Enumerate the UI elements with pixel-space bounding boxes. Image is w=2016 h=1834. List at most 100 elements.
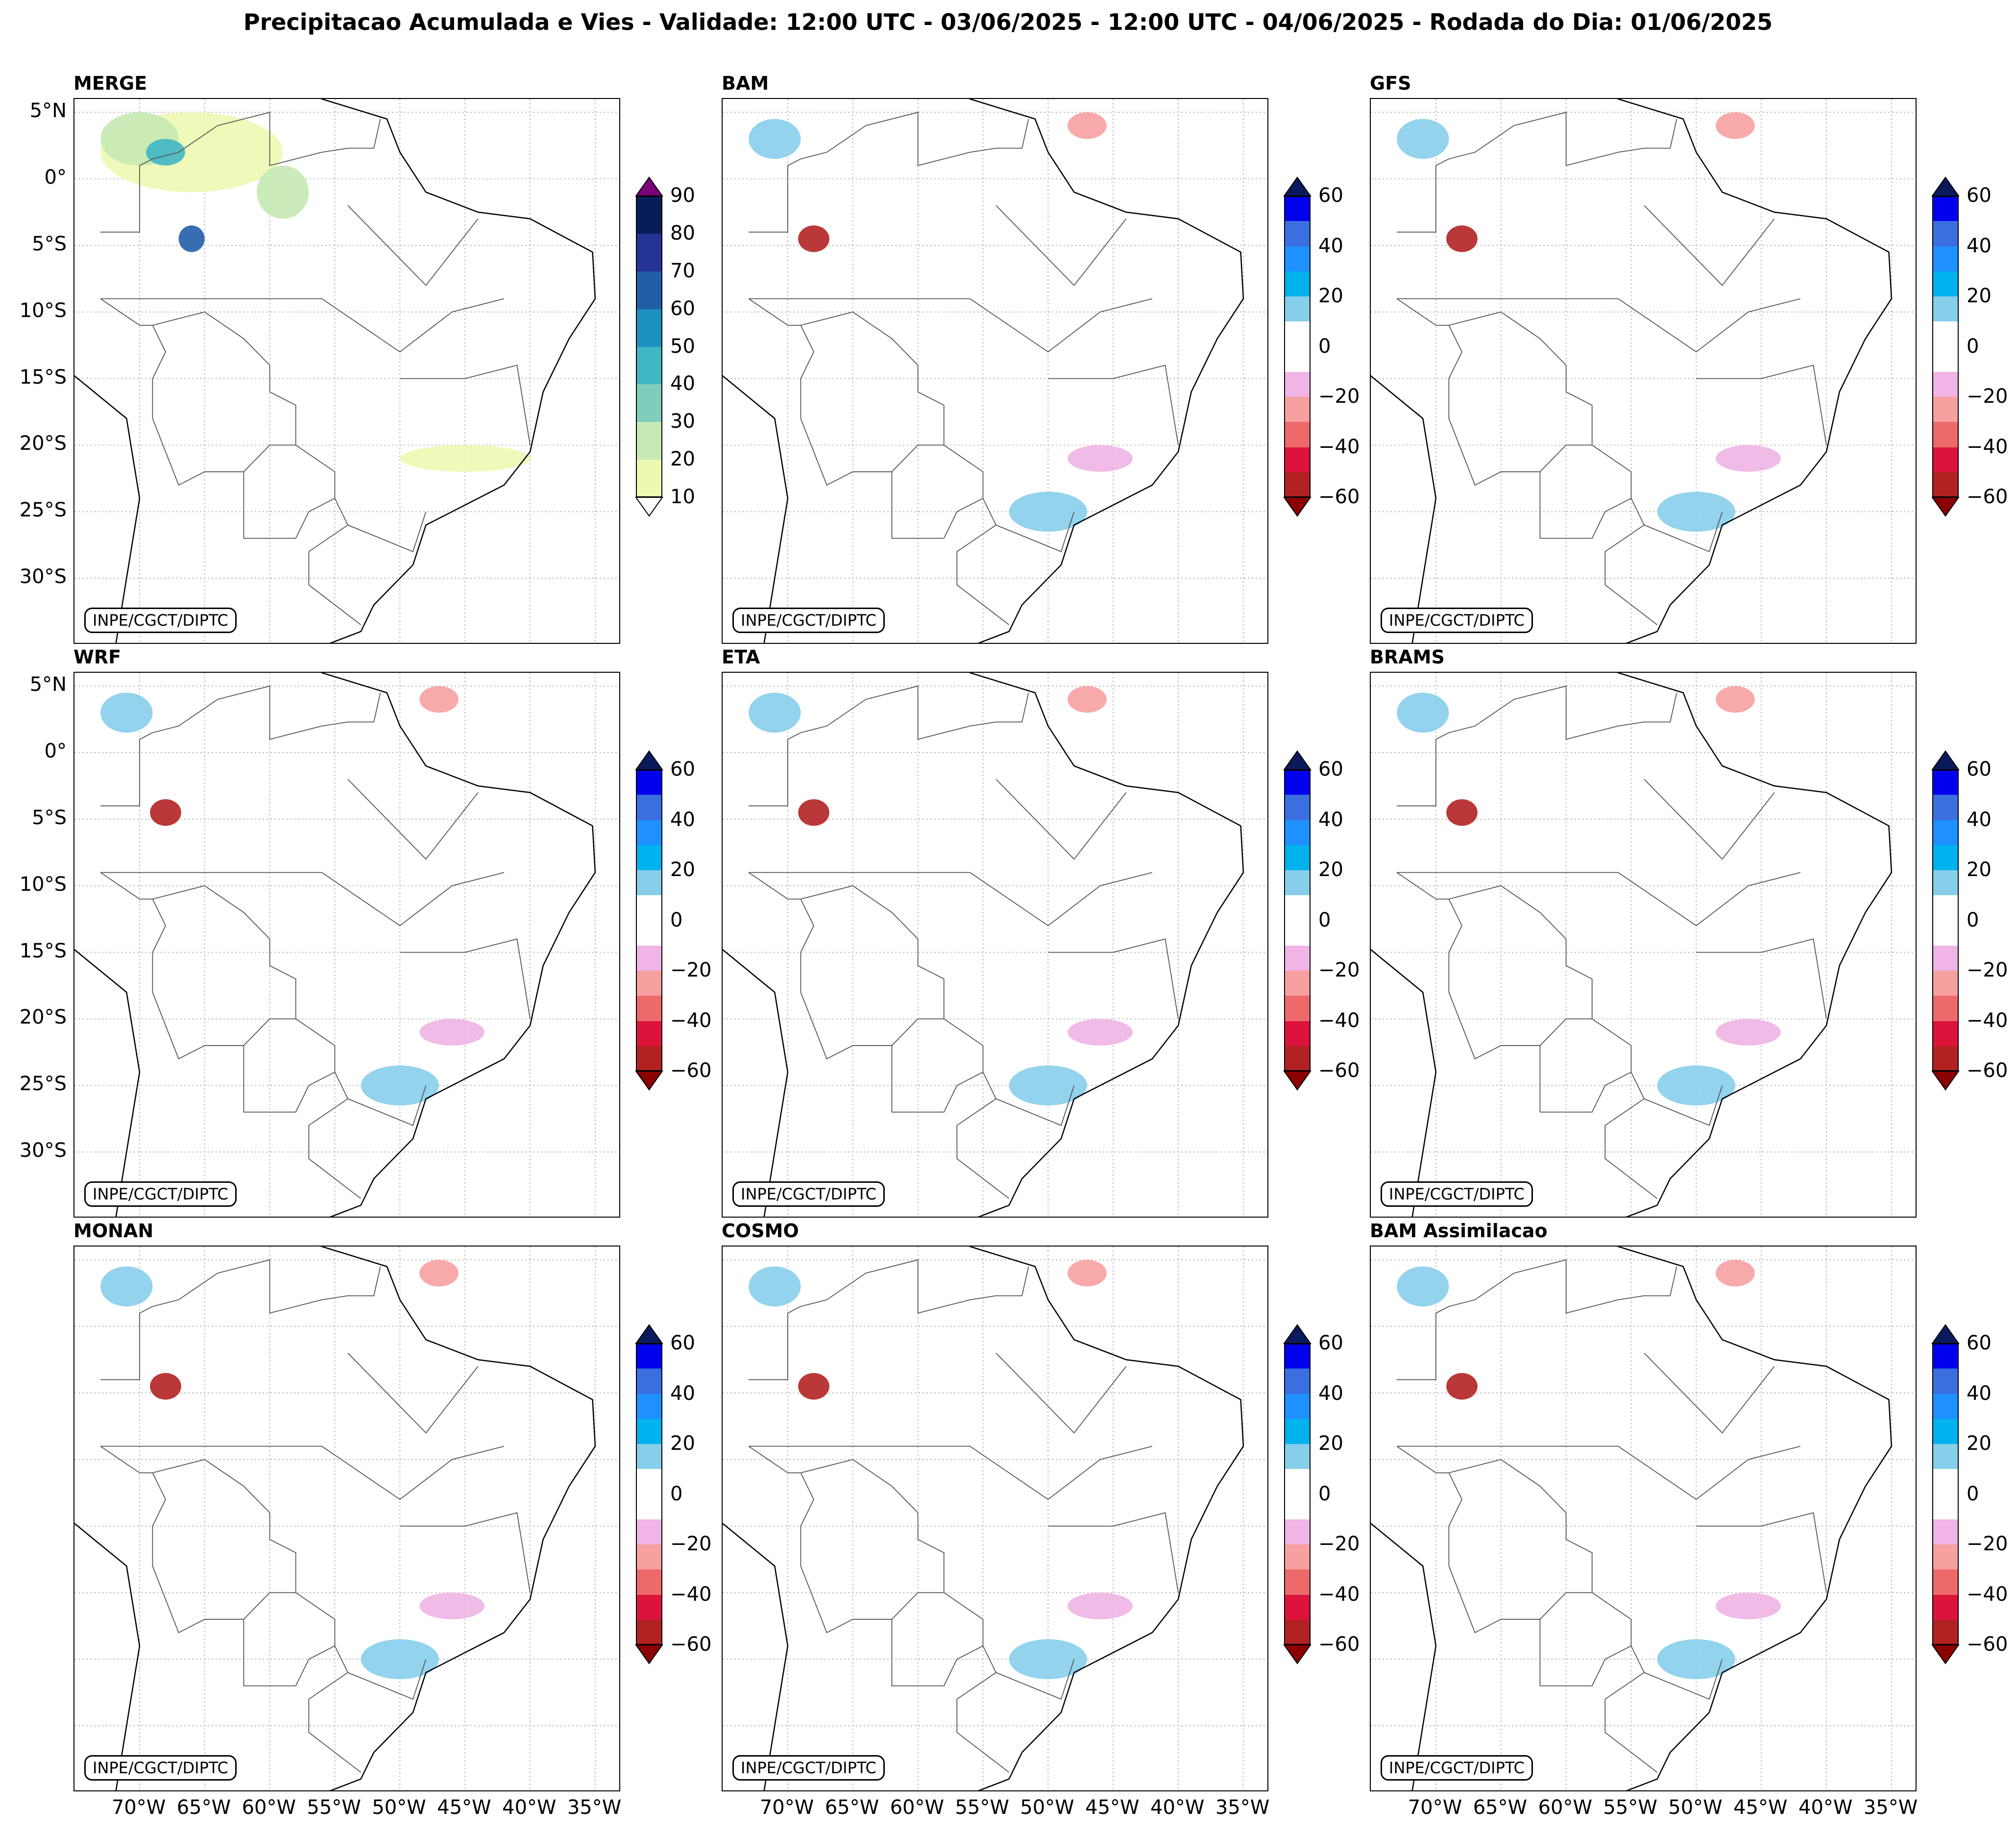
colorbar-segment: [1284, 920, 1311, 946]
field-blob: [150, 799, 181, 826]
lon-tick-label: 60°W: [242, 1796, 296, 1819]
panel-title-brams: BRAMS: [1370, 646, 1445, 668]
lat-tick-label: 20°S: [19, 432, 67, 455]
map-canvas: [1371, 673, 1916, 1217]
colorbar-extend-top: [635, 750, 663, 770]
coastline-west: [723, 949, 789, 1217]
field-blob: [1068, 1260, 1107, 1287]
border-line: [1448, 1472, 1592, 1634]
field-blob: [400, 445, 530, 472]
border-line: [1048, 365, 1179, 445]
colorbar-tick-label: 20: [1318, 858, 1343, 881]
colorbar-segment: [1932, 1519, 1959, 1545]
colorbar-extend-top: [1931, 176, 1960, 196]
map-panel-eta: INPE/CGCT/DIPTC: [722, 672, 1268, 1218]
border-line: [1696, 938, 1827, 1019]
field-blob: [1009, 491, 1087, 532]
colorbar-segment: [1932, 895, 1959, 921]
colorbar-tick-label: 20: [1967, 285, 1992, 307]
colorbar-segment: [1932, 1344, 1959, 1369]
colorbar-segment: [1932, 1594, 1959, 1620]
border-line: [1397, 1445, 1801, 1500]
colorbar-segment: [1284, 996, 1311, 1021]
colorbar-tick-label: −60: [670, 1059, 712, 1082]
colorbar-segment: [636, 271, 662, 310]
colorbar-extend-top: [635, 176, 663, 196]
colorbar-tick-label: 0: [1318, 908, 1331, 931]
colorbar-extend-top: [635, 1324, 663, 1344]
border-line: [1644, 779, 1775, 860]
field-blob: [798, 799, 829, 826]
colorbar-tick-label: −40: [1318, 1583, 1360, 1606]
colorbar-extend-bottom: [1931, 497, 1960, 517]
colorbar-segment: [1284, 1469, 1311, 1494]
border-line: [1397, 298, 1801, 353]
field-blob: [1397, 119, 1449, 159]
colorbar-segment: [1932, 920, 1959, 946]
lon-tick-label: 55°W: [307, 1796, 361, 1819]
colorbar-tick-label: 20: [1318, 285, 1343, 307]
border-line: [1644, 205, 1775, 286]
colorbar-segment: [1932, 196, 1959, 221]
lon-tick-label: 55°W: [955, 1796, 1009, 1819]
colorbar-segment: [1932, 1369, 1959, 1394]
coastline: [1617, 1247, 1893, 1790]
colorbar-tick-label: 60: [1967, 1332, 1992, 1354]
colorbar-tick-label: 60: [1318, 184, 1343, 207]
colorbar-segment: [636, 1418, 662, 1444]
field-blob: [1716, 686, 1755, 713]
lat-tick-label: 0°: [44, 166, 67, 189]
map-canvas: [723, 673, 1267, 1217]
colorbar-extend-bottom: [635, 1071, 663, 1091]
colorbar-segment: [1284, 447, 1311, 473]
lon-tick-label: 50°W: [1020, 1796, 1074, 1819]
colorbar-tick-label: 20: [1318, 1432, 1343, 1455]
coastline-west: [74, 1522, 141, 1790]
border-line: [100, 1445, 362, 1773]
colorbar-segment: [1284, 795, 1311, 820]
border-line: [1048, 938, 1179, 1019]
map-canvas: [1371, 99, 1916, 643]
lat-tick-label: 30°S: [19, 1139, 67, 1162]
border-line: [152, 1472, 296, 1634]
colorbar-segment: [1932, 1021, 1959, 1047]
field-blob: [419, 686, 459, 713]
colorbar-tick-label: −20: [1967, 1533, 2008, 1555]
field-blob: [100, 1266, 153, 1307]
map-panel-bam: INPE/CGCT/DIPTC: [722, 98, 1268, 644]
colorbar-segment: [1932, 221, 1959, 246]
colorbar: [1932, 770, 1959, 1072]
lat-tick-label: 5°N: [29, 673, 67, 696]
coastline: [320, 1247, 596, 1790]
field-blob: [1068, 445, 1133, 472]
lat-tick-label: 5°N: [29, 99, 67, 122]
colorbar-segment: [636, 1046, 662, 1072]
border-line: [1448, 899, 1592, 1060]
colorbar-tick-label: 20: [1967, 858, 1992, 881]
colorbar-segment: [636, 795, 662, 820]
lon-tick-label: 70°W: [111, 1796, 166, 1819]
border-line: [100, 1259, 381, 1380]
colorbar-tick-label: 50: [670, 335, 695, 358]
colorbar-segment: [1284, 1444, 1311, 1469]
colorbar-segment: [1932, 1418, 1959, 1444]
lat-tick-label: 20°S: [19, 1006, 67, 1029]
colorbar-segment: [636, 1594, 662, 1620]
colorbar-tick-label: 40: [670, 1382, 695, 1405]
lon-tick-label: 45°W: [1733, 1796, 1788, 1819]
lon-tick-label: 40°W: [1798, 1796, 1853, 1819]
border-line: [1397, 1259, 1677, 1380]
border-line: [400, 365, 531, 445]
colorbar-segment: [1284, 1544, 1311, 1570]
field-blob: [798, 1373, 829, 1400]
colorbar-segment: [1932, 321, 1959, 347]
border-line: [1644, 1659, 1723, 1700]
colorbar-tick-label: −60: [1318, 1059, 1360, 1082]
lon-tick-label: 65°W: [1473, 1796, 1528, 1819]
border-line: [748, 1445, 1010, 1773]
colorbar-tick-label: −40: [1318, 435, 1360, 458]
colorbar-tick-label: −20: [670, 959, 712, 981]
colorbar-extend-bottom: [635, 497, 663, 517]
colorbar-tick-label: −40: [1967, 435, 2008, 458]
colorbar-tick-label: 40: [1318, 234, 1343, 257]
